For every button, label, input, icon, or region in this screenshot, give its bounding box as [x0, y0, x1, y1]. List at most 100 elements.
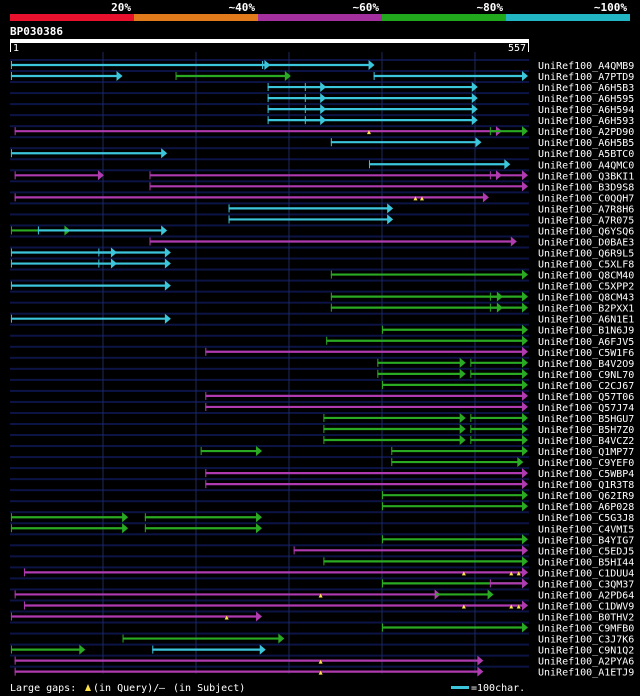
hit-id-link[interactable]: UniRef100_Q6R9L5: [538, 249, 634, 260]
hit-row[interactable]: UniRef100_Q8CM43: [330, 291, 634, 304]
hit-id-link[interactable]: UniRef100_A7R075: [538, 215, 634, 226]
hit-row[interactable]: UniRef100_B4V2O9: [377, 357, 634, 370]
hit-row[interactable]: UniRef100_A2PD90: [14, 126, 635, 138]
hit-id-link[interactable]: UniRef100_B5HGU7: [538, 414, 634, 425]
hit-id-link[interactable]: UniRef100_C9NL70: [538, 370, 634, 381]
hit-row[interactable]: UniRef100_Q8CM40: [330, 269, 634, 282]
hit-id-link[interactable]: UniRef100_B2PXX1: [538, 304, 634, 315]
hit-row[interactable]: UniRef100_B1N6J9: [381, 324, 634, 337]
hit-id-link[interactable]: UniRef100_C5W1F6: [538, 348, 634, 359]
hit-id-link[interactable]: UniRef100_B3D9S8: [538, 182, 634, 193]
hit-id-link[interactable]: UniRef100_C1DWV9: [538, 601, 634, 612]
hit-id-link[interactable]: UniRef100_Q6YSQ6: [538, 226, 634, 237]
hit-row[interactable]: UniRef100_A6H595: [267, 93, 635, 105]
hit-row[interactable]: UniRef100_C5G3J8: [10, 512, 634, 524]
hit-id-link[interactable]: UniRef100_C5G3J8: [538, 513, 634, 524]
hit-row[interactable]: UniRef100_Q57T06: [205, 390, 634, 403]
hit-id-link[interactable]: UniRef100_A7R8H6: [538, 204, 634, 215]
hit-row[interactable]: UniRef100_Q3BKI1: [14, 170, 635, 182]
hit-id-link[interactable]: UniRef100_A6N1E1: [538, 315, 634, 326]
hit-row[interactable]: UniRef100_Q1R3T8: [205, 479, 634, 491]
hit-row[interactable]: UniRef100_C9YEF0: [391, 457, 634, 469]
hit-id-link[interactable]: UniRef100_B4V2O9: [538, 359, 634, 370]
hit-id-link[interactable]: UniRef100_Q62IR9: [538, 491, 634, 502]
hit-row[interactable]: UniRef100_Q62IR9: [381, 490, 634, 502]
hit-row[interactable]: UniRef100_C9NL70: [377, 368, 634, 381]
hit-id-link[interactable]: UniRef100_B4YIG7: [538, 535, 634, 546]
hit-row[interactable]: UniRef100_C5EDJ5: [293, 545, 635, 557]
hit-id-link[interactable]: UniRef100_Q1MP77: [538, 447, 634, 458]
hit-id-link[interactable]: UniRef100_A6P028: [538, 502, 634, 513]
hit-row[interactable]: UniRef100_A6N1E1: [10, 313, 634, 326]
hit-id-link[interactable]: UniRef100_B4VCZ2: [538, 436, 634, 447]
hit-id-link[interactable]: UniRef100_Q1R3T8: [538, 480, 634, 491]
hit-id-link[interactable]: UniRef100_C4VMI5: [538, 524, 634, 535]
hit-row[interactable]: UniRef100_B3D9S8: [149, 181, 634, 193]
hit-row[interactable]: UniRef100_A4QMB9: [10, 60, 634, 72]
hit-row[interactable]: UniRef100_Q6YSQ6: [10, 225, 634, 237]
hit-row[interactable]: UniRef100_C2CJ67: [381, 379, 634, 392]
hit-id-link[interactable]: UniRef100_B1N6J9: [538, 326, 634, 337]
hit-id-link[interactable]: UniRef100_A4QMB9: [538, 61, 634, 72]
hit-row[interactable]: UniRef100_C5XLF8: [10, 258, 634, 271]
hit-id-link[interactable]: UniRef100_C5XPP2: [538, 282, 634, 293]
hit-id-link[interactable]: UniRef100_C5EDJ5: [538, 546, 634, 557]
hit-row[interactable]: UniRef100_C0QQH7: [14, 192, 635, 204]
hit-row[interactable]: UniRef100_B4YIG7: [381, 534, 634, 546]
hit-id-link[interactable]: UniRef100_Q8CM43: [538, 293, 634, 304]
hit-row[interactable]: UniRef100_C1DWV9: [23, 600, 634, 612]
hit-row[interactable]: UniRef100_B5H7Z0: [323, 423, 634, 436]
hit-id-link[interactable]: UniRef100_A6H5B3: [538, 83, 634, 94]
hit-id-link[interactable]: UniRef100_A5BTC0: [538, 149, 634, 160]
hit-id-link[interactable]: UniRef100_A2PD90: [538, 127, 634, 138]
hit-row[interactable]: UniRef100_C1DUU4: [23, 567, 634, 579]
hit-row[interactable]: UniRef100_B5HGU7: [323, 412, 634, 425]
hit-row[interactable]: UniRef100_A6H5B5: [330, 137, 634, 149]
hit-id-link[interactable]: UniRef100_C9MFB0: [538, 624, 634, 635]
hit-id-link[interactable]: UniRef100_A6H594: [538, 105, 634, 116]
hit-row[interactable]: UniRef100_A6FJV5: [326, 335, 634, 348]
hit-id-link[interactable]: UniRef100_A2PYA6: [538, 657, 634, 668]
hit-row[interactable]: UniRef100_A7R075: [228, 214, 635, 226]
hit-id-link[interactable]: UniRef100_C9YEF0: [538, 458, 634, 469]
hit-row[interactable]: UniRef100_C3QM37: [381, 578, 634, 590]
hit-row[interactable]: UniRef100_A5BTC0: [10, 148, 634, 160]
hit-id-link[interactable]: UniRef100_C3QM37: [538, 579, 634, 590]
hit-id-link[interactable]: UniRef100_D0BAE3: [538, 237, 634, 248]
hit-row[interactable]: UniRef100_A6H593: [267, 115, 635, 127]
hit-row[interactable]: UniRef100_B2PXX1: [330, 302, 634, 315]
hit-id-link[interactable]: UniRef100_A6H595: [538, 94, 634, 105]
hit-id-link[interactable]: UniRef100_C9N1Q2: [538, 646, 634, 657]
hit-id-link[interactable]: UniRef100_B0THV2: [538, 613, 634, 624]
hit-row[interactable]: UniRef100_A6P028: [381, 501, 634, 513]
hit-row[interactable]: UniRef100_A7PTD9: [10, 71, 634, 83]
hit-id-link[interactable]: UniRef100_Q8CM40: [538, 271, 634, 282]
hit-id-link[interactable]: UniRef100_A1ETJ9: [538, 668, 634, 679]
hit-row[interactable]: UniRef100_A6H5B3: [267, 82, 635, 94]
hit-row[interactable]: UniRef100_A2PD64: [14, 589, 635, 601]
hit-id-link[interactable]: UniRef100_Q3BKI1: [538, 171, 634, 182]
hit-row[interactable]: UniRef100_C5W1F6: [205, 346, 634, 359]
hit-row[interactable]: UniRef100_A7R8H6: [228, 203, 635, 215]
hit-id-link[interactable]: UniRef100_C5XLF8: [538, 260, 634, 271]
hit-id-link[interactable]: UniRef100_A4QMC0: [538, 160, 634, 171]
hit-row[interactable]: UniRef100_C9MFB0: [381, 622, 634, 635]
hit-row[interactable]: UniRef100_B5HI44: [323, 556, 634, 568]
hit-row[interactable]: UniRef100_A6H594: [267, 104, 635, 116]
hit-id-link[interactable]: UniRef100_C3J7K6: [538, 635, 634, 646]
hit-id-link[interactable]: UniRef100_A2PD64: [538, 590, 634, 601]
hit-row[interactable]: UniRef100_C5WBP4: [205, 468, 634, 480]
hit-id-link[interactable]: UniRef100_B5HI44: [538, 557, 634, 568]
hit-id-link[interactable]: UniRef100_A6FJV5: [538, 337, 634, 348]
hit-id-link[interactable]: UniRef100_B5H7Z0: [538, 425, 634, 436]
hit-id-link[interactable]: UniRef100_C2CJ67: [538, 381, 634, 392]
hit-row[interactable]: UniRef100_A1ETJ9: [14, 666, 635, 679]
hit-row[interactable]: UniRef100_D0BAE3: [149, 236, 634, 248]
hit-id-link[interactable]: UniRef100_C5WBP4: [538, 469, 634, 480]
hit-id-link[interactable]: UniRef100_Q57T06: [538, 392, 634, 403]
hit-id-link[interactable]: UniRef100_C0QQH7: [538, 193, 634, 204]
hit-id-link[interactable]: UniRef100_A7PTD9: [538, 72, 634, 83]
hit-row[interactable]: UniRef100_A2PYA6: [14, 655, 635, 668]
hit-row[interactable]: UniRef100_A4QMC0: [368, 159, 634, 171]
hit-row[interactable]: UniRef100_B4VCZ2: [323, 435, 634, 447]
